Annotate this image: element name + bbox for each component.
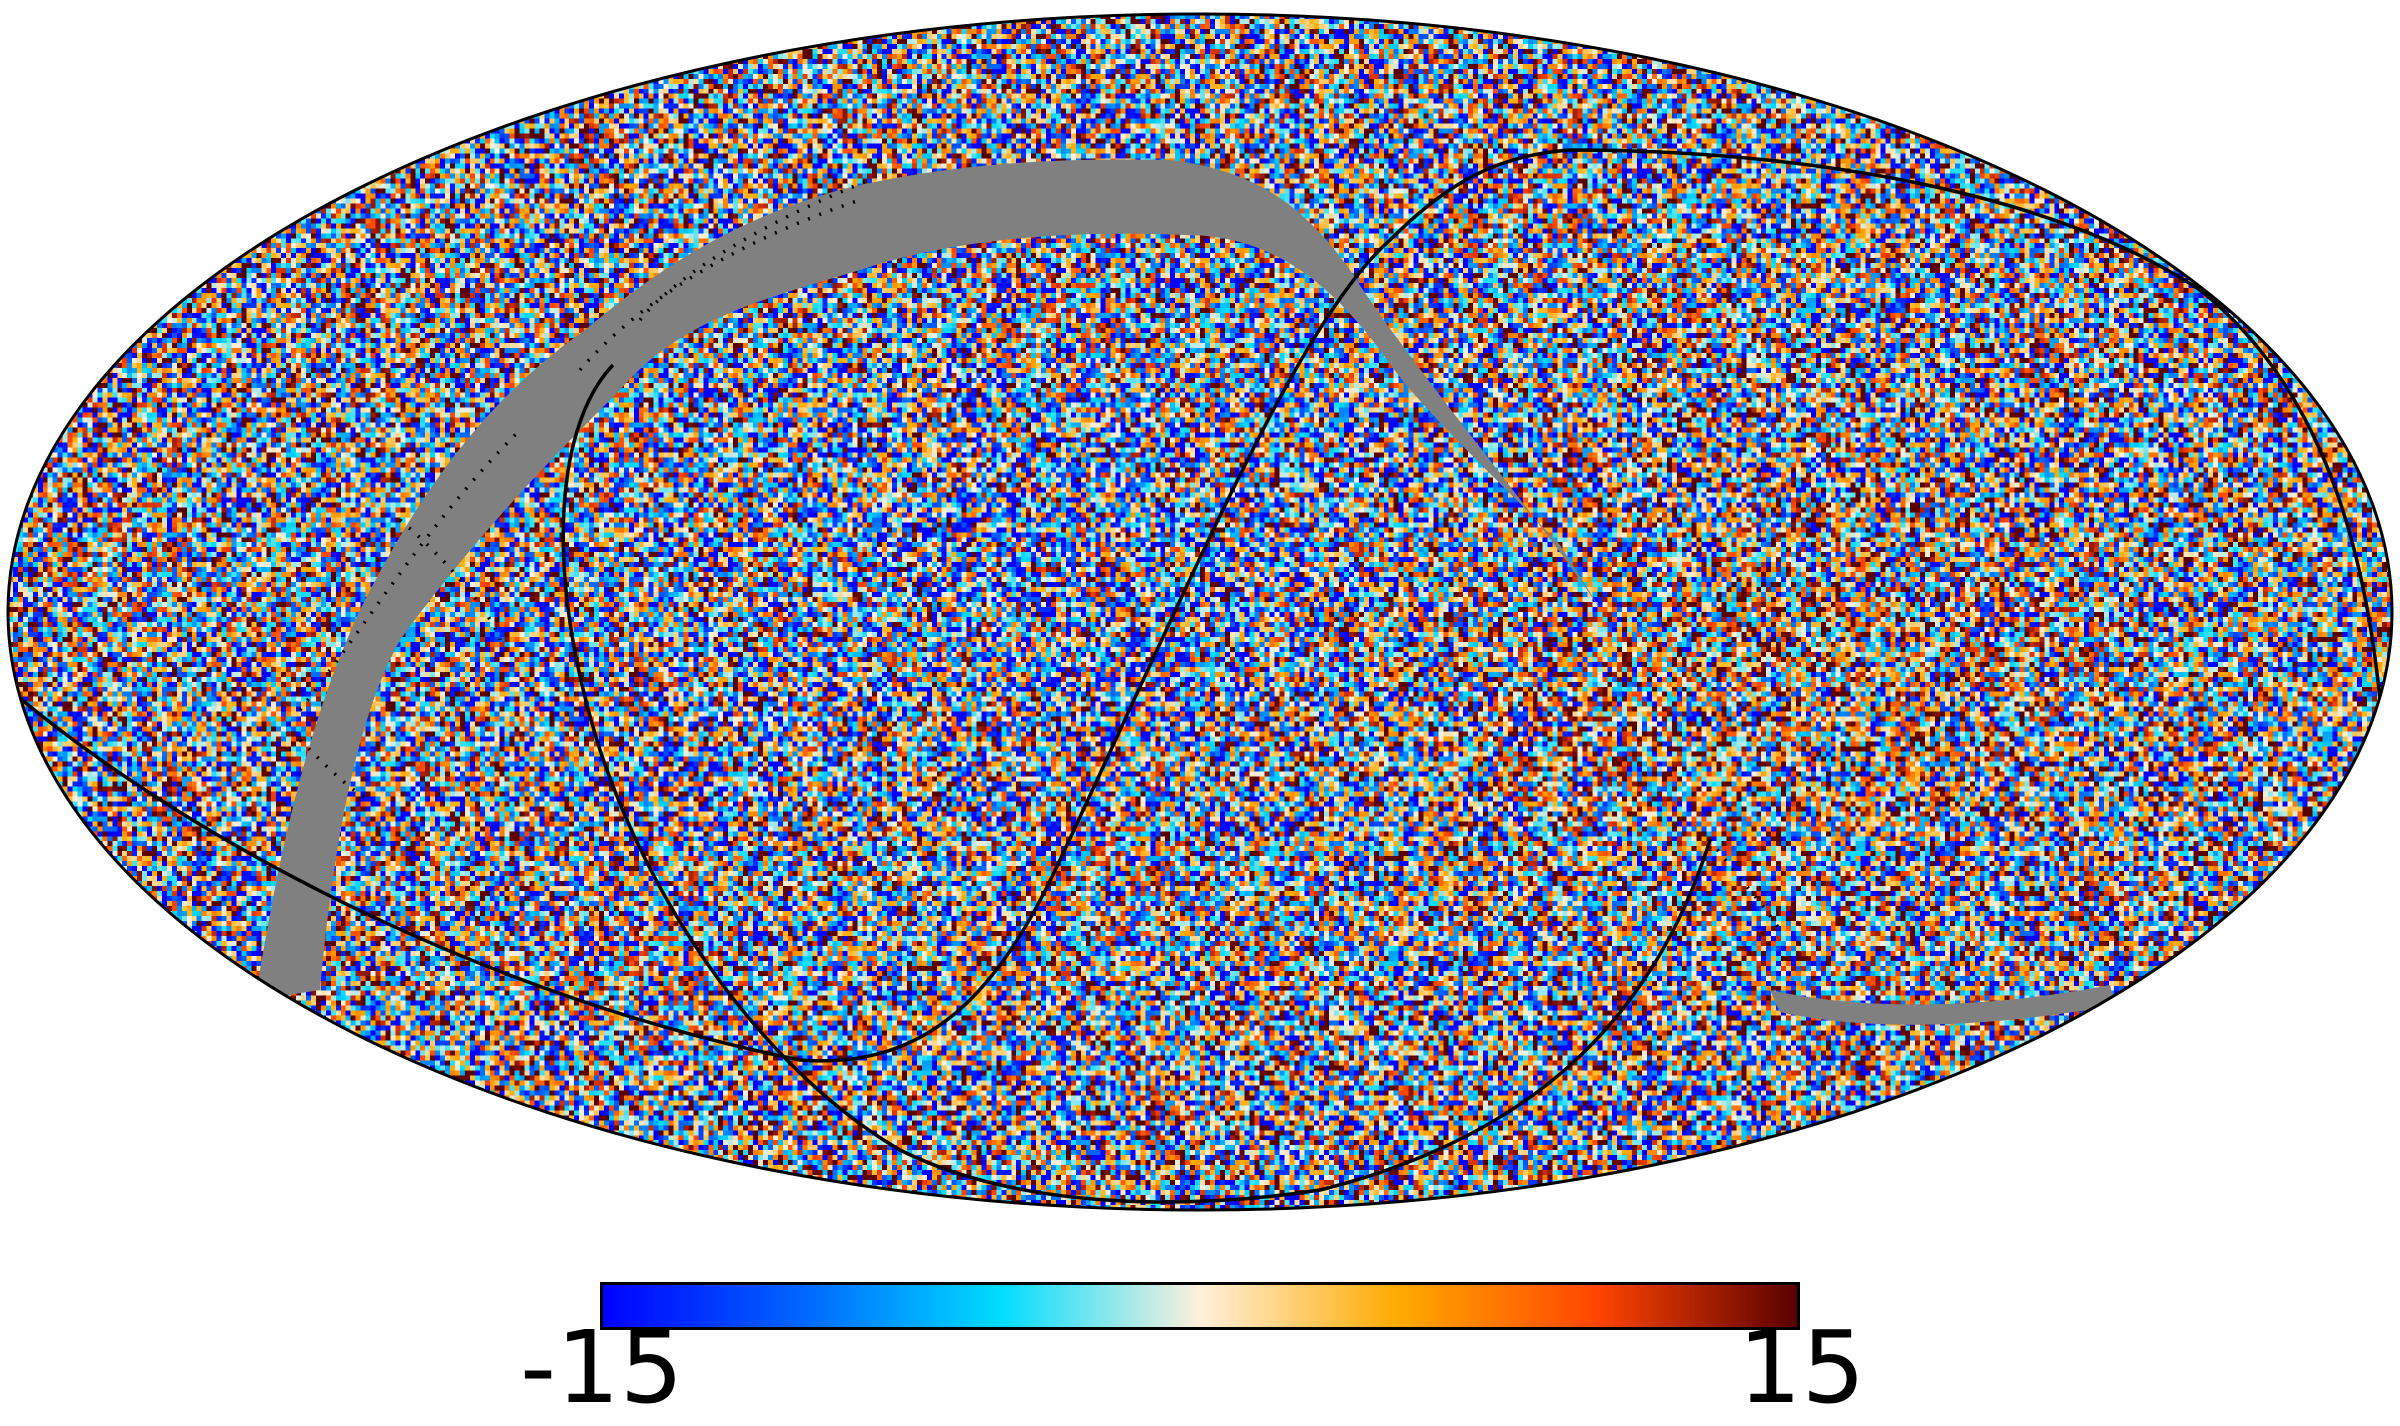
colorbar-max-label: 15 — [1738, 1309, 1866, 1426]
solid-curves — [8, 148, 2382, 1204]
dotted-curves — [298, 178, 1782, 931]
map-outline — [6, 12, 2394, 1212]
mask-tail — [1770, 985, 2115, 1025]
mask-band — [255, 159, 1620, 1000]
colorbar — [600, 1282, 1800, 1330]
sky-map — [6, 12, 2394, 1212]
colorbar-min-label: -15 — [520, 1309, 684, 1426]
